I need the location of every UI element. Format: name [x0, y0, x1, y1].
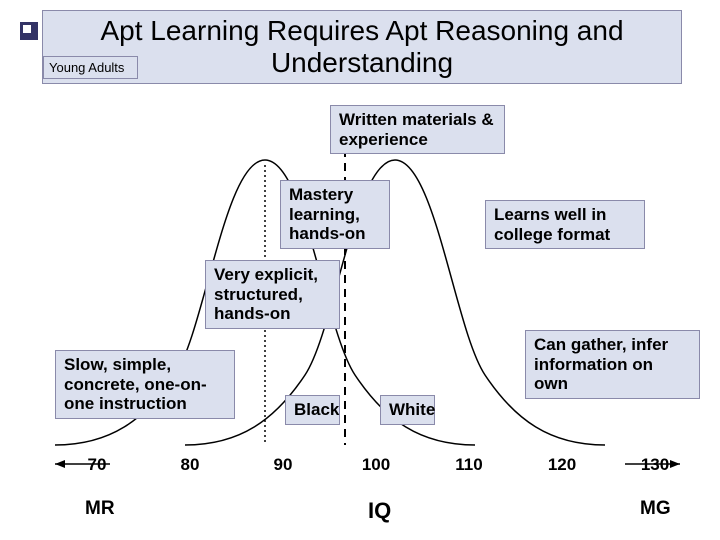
young-adults-label: Young Adults: [43, 56, 138, 79]
label-written-materials: Written materials & experience: [330, 105, 505, 154]
axis-label-mg: MG: [640, 498, 671, 520]
axis-label-iq: IQ: [368, 498, 391, 524]
slide-bullet-icon: [20, 22, 38, 40]
label-white: White: [380, 395, 435, 425]
axis-tick-80: 80: [170, 455, 210, 475]
label-learns-well: Learns well in college format: [485, 200, 645, 249]
label-black: Black: [285, 395, 340, 425]
label-explicit: Very explicit, structured, hands-on: [205, 260, 340, 329]
label-gather-infer: Can gather, infer information on own: [525, 330, 700, 399]
axis-tick-70: 70: [77, 455, 117, 475]
label-mastery: Mastery learning, hands-on: [280, 180, 390, 249]
axis-tick-110: 110: [449, 455, 489, 475]
axis-tick-90: 90: [263, 455, 303, 475]
slide-title: Apt Learning Requires Apt Reasoning and …: [42, 10, 682, 84]
axis-label-mr: MR: [85, 498, 115, 520]
chart-area: Written materials & experience Mastery l…: [0, 100, 720, 480]
axis-tick-130: 130: [635, 455, 675, 475]
axis-tick-100: 100: [356, 455, 396, 475]
label-slow-simple: Slow, simple, concrete, one-on-one instr…: [55, 350, 235, 419]
axis-tick-120: 120: [542, 455, 582, 475]
bell-curves-svg: [0, 100, 720, 480]
